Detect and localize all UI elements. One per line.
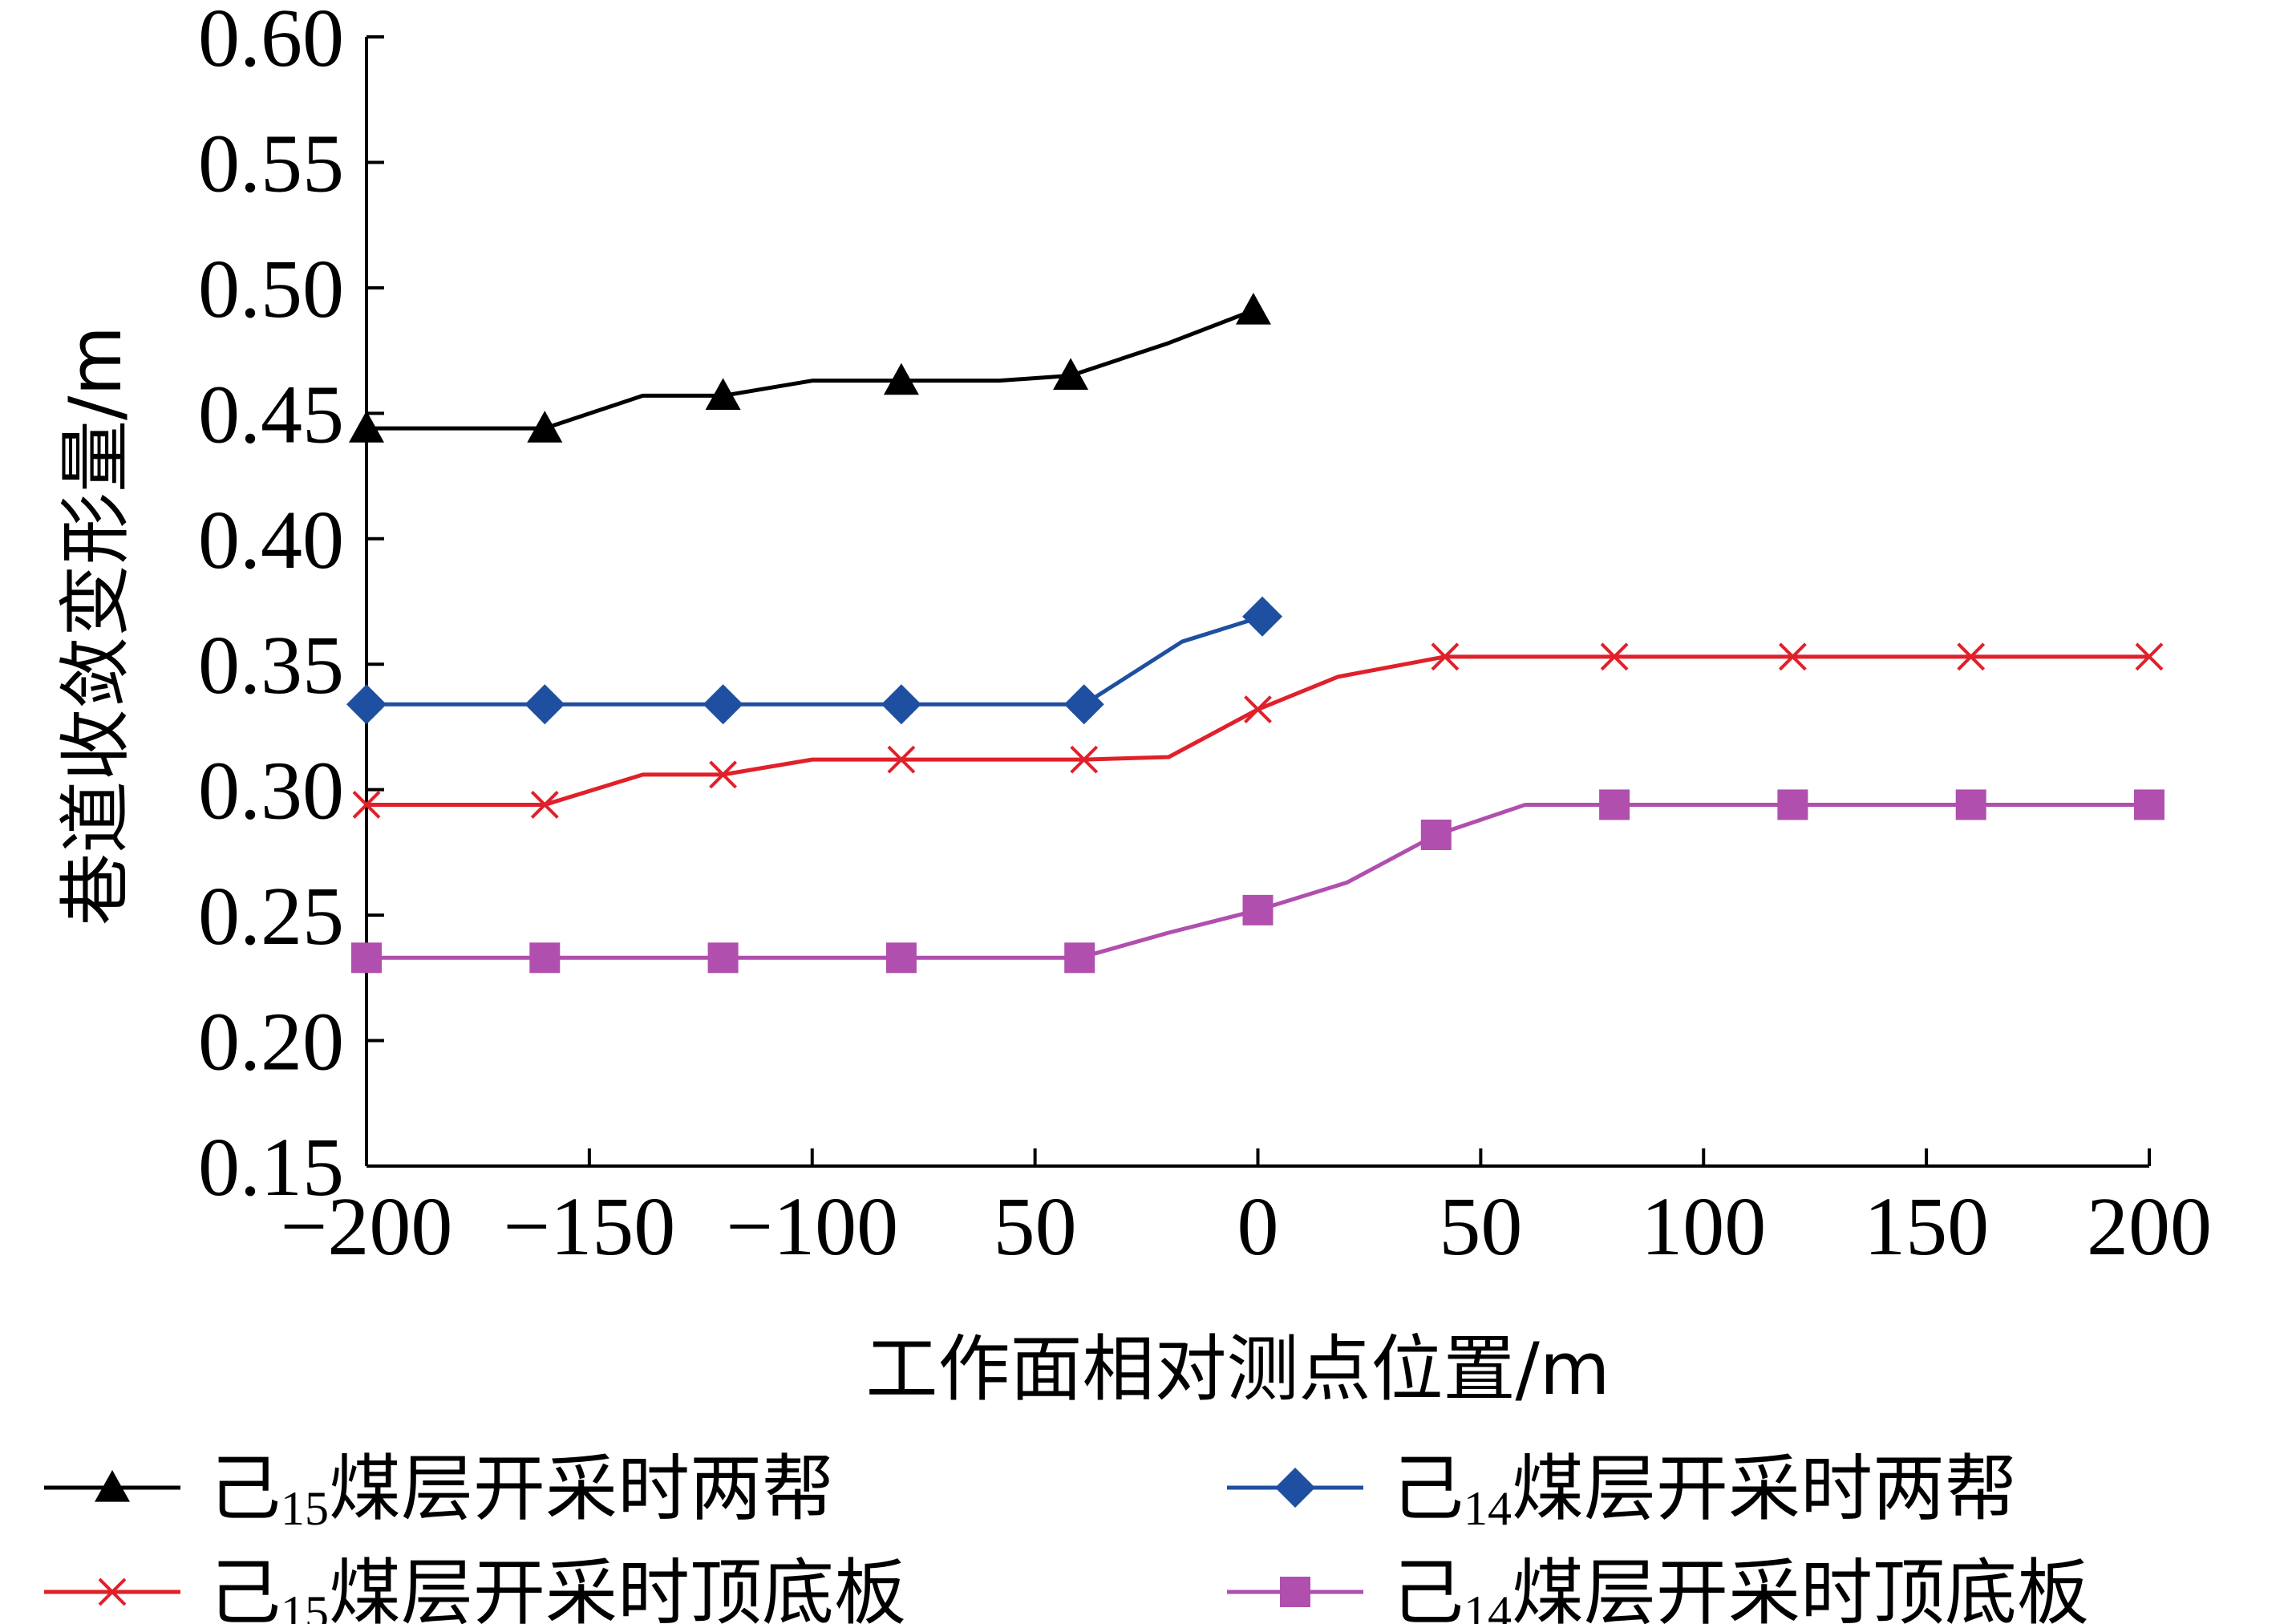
legend-item: 己14煤层开采时两帮 <box>1227 1447 2017 1535</box>
data-point <box>887 745 916 774</box>
data-point <box>1777 789 1808 820</box>
data-point <box>529 942 561 974</box>
y-tick-label: 0.20 <box>198 996 344 1088</box>
series-line <box>366 802 2149 960</box>
data-point <box>881 684 921 725</box>
data-point <box>1955 789 1986 820</box>
x-tick-label: 50 <box>1439 1181 1522 1273</box>
data-point <box>1244 695 1272 723</box>
data-point <box>524 684 565 725</box>
x-tick-label: 150 <box>1864 1181 1989 1273</box>
data-point <box>1778 642 1807 671</box>
data-point <box>2134 789 2164 820</box>
y-tick-label: 0.40 <box>198 494 344 586</box>
series-line <box>366 614 1263 707</box>
legend-label: 己14煤层开采时两帮 <box>1391 1447 2017 1535</box>
x-tick-label: 50 <box>994 1181 1077 1273</box>
legend-swatch-marker <box>95 1470 130 1502</box>
y-tick-label: 0.35 <box>198 619 344 711</box>
x-tick-label: 200 <box>2087 1181 2212 1273</box>
data-point <box>703 684 743 725</box>
axes: 0.15 0.20 0.25 0.30 0.35 0.40 0.45 0.50 0.55 0.60… <box>198 0 2212 1273</box>
series-3 <box>352 642 2164 819</box>
data-point <box>1070 745 1099 774</box>
data-point <box>707 942 739 974</box>
data-point <box>883 362 919 395</box>
data-point <box>2135 642 2164 671</box>
y-tick-label: 0.60 <box>198 0 344 84</box>
data-point <box>346 684 387 725</box>
series-line <box>366 308 1254 431</box>
data-point <box>1600 642 1629 671</box>
legend-label: 己15煤层开采时顶底板 <box>209 1551 906 1624</box>
data-point <box>1957 642 1986 671</box>
y-tick-label: 0.15 <box>198 1121 344 1213</box>
data-point <box>352 791 381 819</box>
x-tick-label: −100 <box>726 1181 898 1273</box>
legend-item: 己15煤层开采时两帮 <box>44 1447 834 1535</box>
data-point <box>1420 819 1452 850</box>
data-point <box>1599 789 1630 820</box>
data-point <box>1242 894 1274 925</box>
data-point <box>709 760 738 789</box>
legend-swatch-marker <box>98 1577 127 1606</box>
series-line <box>366 654 2149 807</box>
y-tick-label: 0.30 <box>198 745 344 837</box>
y-tick-label: 0.25 <box>198 870 344 962</box>
x-tick-label: −200 <box>281 1181 453 1273</box>
series-4 <box>351 789 2164 974</box>
legend-label: 己15煤层开采时两帮 <box>209 1447 834 1535</box>
data-point <box>885 942 917 974</box>
y-tick-label: 0.50 <box>198 243 344 335</box>
legend-item: 己14煤层开采时顶底板 <box>1227 1551 2089 1624</box>
y-tick-label: 0.55 <box>198 117 344 209</box>
y-ticks: 0.15 0.20 0.25 0.30 0.35 0.40 0.45 0.50 0.55 0.60 <box>198 0 384 1213</box>
data-point <box>351 942 382 974</box>
legend-swatch-marker <box>1275 1468 1315 1508</box>
data-point <box>349 411 384 443</box>
y-axis-title: 巷道收敛变形量/m <box>54 326 138 925</box>
series-1 <box>349 293 1271 443</box>
x-axis-title: 工作面相对测点位置/m <box>866 1327 1610 1411</box>
data-point <box>1063 684 1104 725</box>
data-point <box>530 791 559 819</box>
data-point <box>1064 942 1095 974</box>
data-point <box>527 411 563 443</box>
series-layer <box>346 293 2164 974</box>
legend-swatch-marker <box>1280 1577 1310 1607</box>
series-2 <box>346 596 1283 725</box>
legend-item: 己15煤层开采时顶底板 <box>44 1551 906 1624</box>
legend-label: 己14煤层开采时顶底板 <box>1391 1551 2089 1624</box>
data-point <box>1235 293 1271 325</box>
x-tick-label: −150 <box>504 1181 676 1273</box>
data-point <box>1053 358 1089 390</box>
data-point <box>1431 642 1460 671</box>
data-point <box>705 378 741 411</box>
x-tick-label: 0 <box>1237 1181 1279 1273</box>
x-tick-label: 100 <box>1641 1181 1766 1273</box>
data-point <box>1242 596 1283 637</box>
x-ticks: −200 −150 −100 50 0 50 100 150 200 <box>281 1148 2212 1273</box>
y-tick-label: 0.45 <box>198 368 344 460</box>
